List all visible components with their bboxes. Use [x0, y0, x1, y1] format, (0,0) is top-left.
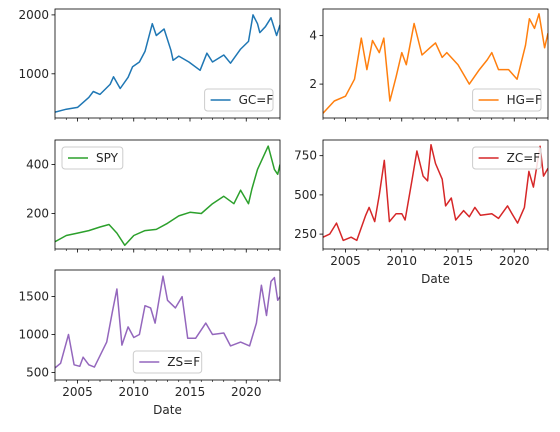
- x-axis-title: Date: [153, 403, 182, 417]
- y-tick-label: 1000: [18, 67, 49, 81]
- subplot-zs-f: 500 1000 1500 2005 2010 2015 2020 Date ZS=F: [18, 269, 281, 417]
- y-tick-label: 500: [26, 365, 49, 379]
- y-tick-label: 1000: [18, 327, 49, 341]
- series-line-SPY: [55, 145, 280, 247]
- legend-label: GC=F: [239, 93, 274, 107]
- series-line-GC=F: [55, 14, 280, 113]
- y-tick-label: 4: [309, 29, 317, 43]
- x-tick-label: 2010: [118, 385, 149, 399]
- x-tick-label: 2015: [175, 385, 206, 399]
- subplot-gc-f: 1000 2000 GC=F: [18, 8, 281, 122]
- legend-box: [132, 350, 203, 374]
- x-tick-label: 2015: [443, 254, 474, 268]
- series-line-ZC=F: [323, 143, 548, 242]
- legend-label: HG=F: [507, 93, 542, 107]
- legend-label: ZS=F: [167, 355, 200, 369]
- x-tick-label: 2005: [330, 254, 361, 268]
- series-line-HG=F: [323, 13, 548, 114]
- x-tick-label: 2020: [231, 385, 262, 399]
- y-tick-label: 1500: [18, 290, 49, 304]
- legend-box: [472, 88, 542, 112]
- y-tick-label: 400: [26, 157, 49, 171]
- legend-0: GC=F: [204, 88, 274, 112]
- y-tick-label: 250: [294, 227, 317, 241]
- series-line-ZS=F: [55, 275, 280, 369]
- legend-box: [61, 146, 124, 170]
- legend-1: HG=F: [472, 88, 542, 112]
- x-axis-title: Date: [421, 272, 450, 286]
- subplot-spy: 200 400 SPY: [26, 139, 281, 253]
- legend-label: SPY: [96, 151, 119, 165]
- legend-box: [204, 88, 274, 112]
- legend-2: SPY: [61, 146, 124, 170]
- subplot-hg-f: 2 4 HG=F: [309, 8, 549, 122]
- x-tick-label: 2005: [62, 385, 93, 399]
- y-tick-label: 750: [294, 149, 317, 163]
- subplot-zc-f: 250 500 750 2005 2010 2015 2020 Date ZC=F: [294, 139, 549, 286]
- y-tick-label: 500: [294, 188, 317, 202]
- y-tick-label: 2: [309, 77, 317, 91]
- legend-box: [472, 146, 542, 170]
- y-tick-label: 2000: [18, 8, 49, 22]
- legend-label: ZC=F: [507, 151, 541, 165]
- x-tick-label: 2010: [386, 254, 417, 268]
- x-tick-label: 2020: [499, 254, 530, 268]
- legend-4: ZS=F: [132, 350, 203, 374]
- y-tick-label: 200: [26, 206, 49, 220]
- legend-3: ZC=F: [472, 146, 542, 170]
